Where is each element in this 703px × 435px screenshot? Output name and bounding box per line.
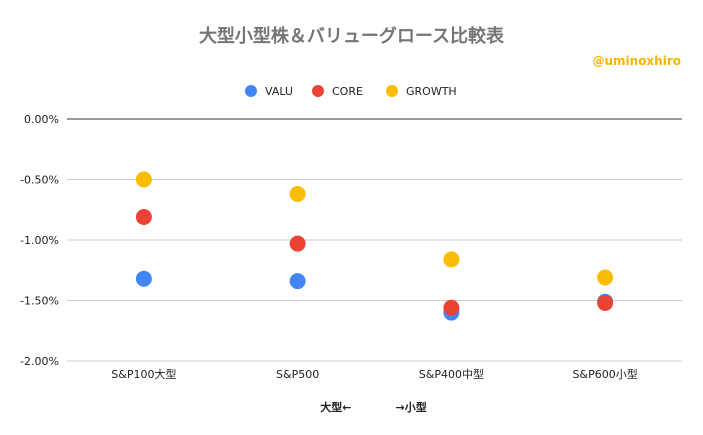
x-tick-label: S&P500 (276, 368, 319, 381)
data-point (289, 186, 306, 203)
legend-label: GROWTH (406, 85, 457, 98)
data-point (135, 171, 152, 188)
data-point (597, 269, 614, 286)
data-point (597, 294, 614, 311)
author-handle: @uminoxhiro (592, 54, 681, 68)
data-point (289, 235, 306, 252)
x-tick-label: S&P400中型 (419, 367, 484, 381)
legend-marker (312, 85, 324, 97)
legend-marker (245, 85, 257, 97)
y-tick-label: -1.50% (20, 295, 59, 308)
legend-label: CORE (332, 85, 363, 98)
y-tick-label: -2.00% (20, 355, 59, 368)
data-point (135, 209, 152, 226)
x-tick-label: S&P100大型 (111, 367, 176, 381)
x-axis-label: 大型← →小型 (320, 400, 426, 414)
data-point (135, 270, 152, 287)
data-point (443, 251, 460, 268)
y-tick-label: -1.00% (20, 234, 59, 247)
y-tick-label: -0.50% (20, 174, 59, 187)
chart-title: 大型小型株＆バリューグロース比較表 (198, 26, 505, 47)
legend-marker (386, 85, 398, 97)
data-point (443, 299, 460, 316)
y-tick-label: 0.00% (24, 113, 59, 126)
legend-label: VALU (265, 85, 293, 98)
x-tick-label: S&P600小型 (573, 367, 638, 381)
data-point (289, 273, 306, 290)
